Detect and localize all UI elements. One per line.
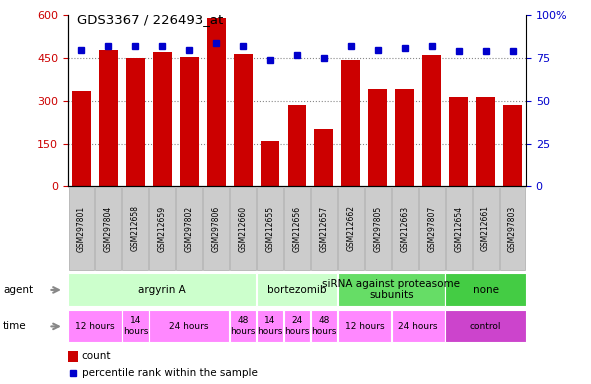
Bar	[230, 310, 256, 342]
Bar	[149, 310, 229, 342]
Text: GSM212662: GSM212662	[346, 205, 355, 252]
Bar	[446, 310, 526, 342]
Text: GSM212657: GSM212657	[319, 205, 329, 252]
Bar	[122, 310, 148, 342]
Bar	[153, 52, 172, 186]
Bar	[122, 187, 148, 270]
Text: GSM212656: GSM212656	[293, 205, 301, 252]
Bar	[473, 187, 498, 270]
Text: 48
hours: 48 hours	[230, 316, 256, 336]
Bar	[422, 55, 441, 186]
Bar	[230, 187, 256, 270]
Text: GSM297806: GSM297806	[212, 205, 220, 252]
Bar	[476, 96, 495, 186]
Bar	[342, 60, 361, 186]
Bar	[68, 351, 78, 362]
Bar	[257, 310, 283, 342]
Bar	[150, 187, 175, 270]
Text: 14
hours: 14 hours	[123, 316, 148, 336]
Text: bortezomib: bortezomib	[267, 285, 327, 295]
Bar	[368, 89, 387, 186]
Bar	[284, 310, 310, 342]
Bar	[446, 187, 472, 270]
Bar	[311, 187, 337, 270]
Text: GSM297804: GSM297804	[104, 205, 113, 252]
Text: GSM212659: GSM212659	[158, 205, 167, 252]
Text: GSM297807: GSM297807	[427, 205, 436, 252]
Text: argyrin A: argyrin A	[138, 285, 186, 295]
Bar	[176, 187, 202, 270]
Text: GSM297802: GSM297802	[185, 205, 194, 252]
Bar	[365, 187, 391, 270]
Bar	[257, 273, 337, 306]
Bar	[392, 187, 418, 270]
Text: siRNA against proteasome
subunits: siRNA against proteasome subunits	[322, 279, 460, 300]
Text: agent: agent	[3, 285, 33, 295]
Text: 24
hours: 24 hours	[284, 316, 310, 336]
Bar	[233, 54, 252, 186]
Bar	[449, 96, 468, 186]
Bar	[180, 57, 199, 186]
Bar	[72, 91, 91, 186]
Bar	[338, 187, 364, 270]
Text: GDS3367 / 226493_at: GDS3367 / 226493_at	[77, 13, 223, 26]
Bar	[446, 273, 526, 306]
Text: GSM212660: GSM212660	[239, 205, 248, 252]
Text: GSM297805: GSM297805	[374, 205, 382, 252]
Text: 48
hours: 48 hours	[311, 316, 337, 336]
Bar	[68, 310, 122, 342]
Text: GSM212661: GSM212661	[481, 205, 490, 252]
Bar	[503, 105, 522, 186]
Bar	[261, 141, 280, 186]
Bar	[392, 310, 445, 342]
Bar	[395, 89, 414, 186]
Text: 24 hours: 24 hours	[398, 321, 438, 331]
Bar	[499, 187, 525, 270]
Bar	[69, 187, 95, 270]
Bar	[284, 187, 310, 270]
Text: 14
hours: 14 hours	[257, 316, 282, 336]
Bar	[311, 310, 337, 342]
Bar	[96, 187, 121, 270]
Bar	[257, 187, 283, 270]
Bar	[419, 187, 444, 270]
Bar	[314, 129, 333, 186]
Bar	[68, 273, 256, 306]
Bar	[207, 18, 226, 186]
Text: none: none	[473, 285, 499, 295]
Text: control: control	[470, 321, 501, 331]
Bar	[99, 50, 118, 186]
Text: 12 hours: 12 hours	[75, 321, 115, 331]
Text: 12 hours: 12 hours	[345, 321, 384, 331]
Text: count: count	[82, 351, 111, 361]
Text: GSM212663: GSM212663	[400, 205, 409, 252]
Text: GSM297803: GSM297803	[508, 205, 517, 252]
Text: GSM212654: GSM212654	[454, 205, 463, 252]
Bar	[126, 58, 145, 186]
Bar	[337, 310, 391, 342]
Bar	[288, 105, 306, 186]
Text: percentile rank within the sample: percentile rank within the sample	[82, 368, 258, 378]
Text: GSM297801: GSM297801	[77, 205, 86, 252]
Text: GSM212655: GSM212655	[265, 205, 275, 252]
Bar	[203, 187, 229, 270]
Text: GSM212658: GSM212658	[131, 205, 140, 252]
Bar	[337, 273, 445, 306]
Text: time: time	[3, 321, 27, 331]
Text: 24 hours: 24 hours	[170, 321, 209, 331]
